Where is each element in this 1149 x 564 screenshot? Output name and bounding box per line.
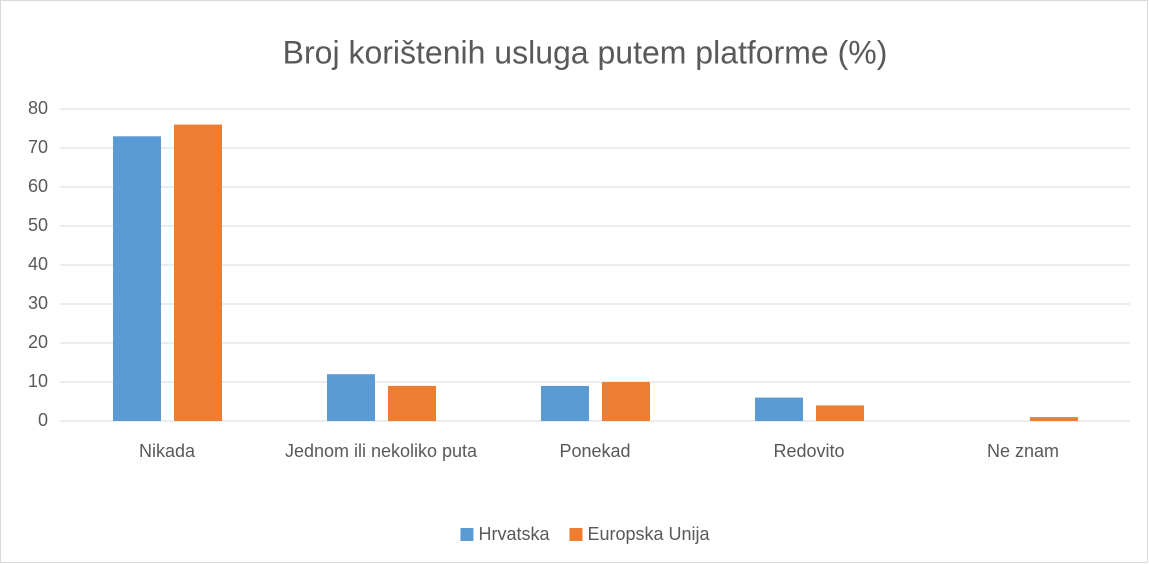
x-tick-label: Jednom ili nekoliko puta: [285, 441, 478, 461]
x-tick-label: Redovito: [773, 441, 844, 461]
y-tick-label: 80: [28, 98, 48, 118]
legend-swatch: [460, 528, 474, 541]
x-tick-label: Ne znam: [987, 441, 1059, 461]
y-tick-label: 30: [28, 293, 48, 313]
legend-label: Hrvatska: [478, 524, 550, 544]
y-tick-label: 20: [28, 332, 48, 352]
bar: [541, 385, 589, 421]
bar: [1030, 417, 1078, 421]
bar: [113, 136, 161, 422]
bar: [388, 385, 436, 421]
bar: [174, 124, 222, 421]
legend-swatch: [569, 528, 583, 541]
x-tick-label: Ponekad: [559, 441, 630, 461]
bar: [327, 374, 375, 421]
y-tick-label: 50: [28, 215, 48, 235]
bar: [602, 382, 650, 421]
y-tick-label: 60: [28, 176, 48, 196]
chart-title: Broj korištenih usluga putem platforme (…: [283, 34, 888, 70]
bar: [755, 397, 803, 421]
y-tick-label: 40: [28, 254, 48, 274]
y-tick-label: 0: [38, 410, 48, 430]
x-tick-label: Nikada: [139, 441, 196, 461]
y-tick-label: 10: [28, 371, 48, 391]
bar: [816, 405, 864, 421]
legend-label: Europska Unija: [587, 524, 710, 544]
y-tick-label: 70: [28, 137, 48, 157]
